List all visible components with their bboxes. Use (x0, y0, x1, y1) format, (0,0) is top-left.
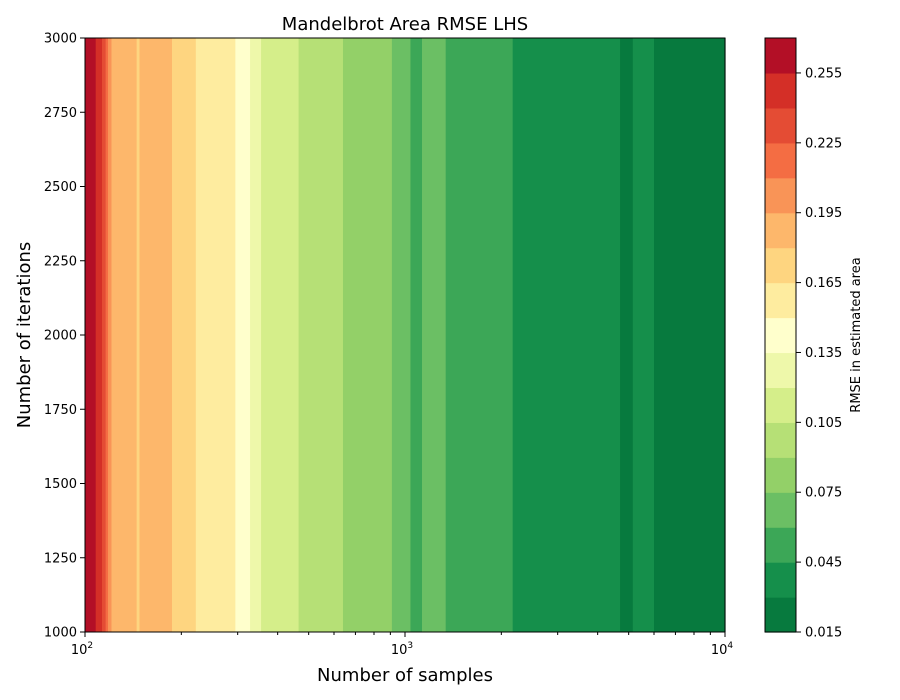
colorbar-tick-label: 0.195 (805, 206, 842, 221)
y-tick-label: 3000 (44, 32, 77, 47)
heatmap-band-13 (298, 38, 344, 632)
colorbar-tick-label: 0.105 (805, 416, 842, 431)
heatmap-band-22 (654, 38, 726, 632)
heatmap-band-16 (410, 38, 423, 632)
plot-area (85, 38, 726, 632)
colorbar-level-5 (765, 422, 796, 458)
y-tick-label: 1500 (44, 477, 77, 492)
heatmap-band-4 (108, 38, 113, 632)
y-tick-label: 1750 (44, 403, 77, 418)
heatmap-band-20 (620, 38, 634, 632)
colorbar-tick-label: 0.045 (805, 556, 842, 571)
colorbar-tick-label: 0.075 (805, 486, 842, 501)
colorbar-tick-label: 0.015 (805, 626, 842, 641)
heatmap-band-9 (195, 38, 236, 632)
colorbar-label: RMSE in estimated area (849, 257, 864, 412)
heatmap-band-12 (261, 38, 300, 632)
colorbar-level-0 (765, 597, 796, 633)
colorbar-level-15 (765, 72, 796, 109)
heatmap-band-21 (632, 38, 655, 632)
heatmap-band-18 (445, 38, 514, 632)
y-tick-label: 1000 (44, 626, 77, 641)
y-tick-label: 2000 (44, 329, 77, 344)
colorbar-level-13 (765, 142, 796, 179)
heatmap-band-0 (85, 38, 97, 632)
heatmap-band-5 (111, 38, 138, 632)
heatmap-band-3 (105, 38, 109, 632)
colorbar-tick-label: 0.165 (805, 276, 842, 291)
x-tick-label: 103 (391, 641, 413, 658)
x-tick-label: 104 (711, 641, 734, 658)
heatmap-band-8 (171, 38, 197, 632)
chart-title: Mandelbrot Area RMSE LHS (282, 14, 528, 35)
colorbar-level-7 (765, 352, 796, 389)
colorbar-level-11 (765, 212, 796, 249)
heatmap-band-19 (512, 38, 621, 632)
x-axis-label: Number of samples (317, 665, 493, 686)
colorbar-level-2 (765, 527, 796, 563)
heatmap-band-6 (136, 38, 141, 632)
colorbar-tick-label: 0.255 (805, 66, 842, 81)
heatmap-band-15 (391, 38, 412, 632)
heatmap-band-2 (101, 38, 107, 632)
colorbar-level-1 (765, 562, 796, 598)
heatmap-band-1 (95, 38, 103, 632)
y-tick-label: 2250 (44, 254, 77, 269)
heatmap-band-11 (250, 38, 262, 632)
colorbar-level-10 (765, 247, 796, 284)
y-tick-label: 2750 (44, 106, 77, 121)
heatmap-band-10 (235, 38, 251, 632)
colorbar-level-8 (765, 317, 796, 354)
colorbar-level-14 (765, 107, 796, 144)
y-tick-label: 1250 (44, 551, 77, 566)
heatmap-band-14 (342, 38, 393, 632)
heatmap-band-17 (421, 38, 447, 632)
colorbar-tick-label: 0.135 (805, 346, 842, 361)
colorbar-level-6 (765, 387, 796, 423)
colorbar-level-9 (765, 282, 796, 319)
colorbar-level-4 (765, 457, 796, 493)
colorbar-frame (764, 37, 797, 633)
colorbar-axis: 0.015 0.045 0.075 0.105 0.135 0.165 0.195 0.225… (796, 66, 842, 641)
colorbar (765, 38, 796, 633)
y-tick-label: 2500 (44, 180, 77, 195)
y-axis-label: Number of iterations (14, 242, 35, 429)
heatmap-band-7 (139, 38, 173, 632)
colorbar-level-16 (765, 38, 796, 74)
y-axis: 1000 1250 1500 1750 2000 2250 2500 2750 3000 (44, 32, 85, 641)
x-tick-label: 102 (71, 641, 93, 658)
colorbar-tick-label: 0.225 (805, 136, 842, 151)
x-axis: 102 103 104 (71, 632, 734, 658)
colorbar-level-12 (765, 177, 796, 214)
colorbar-level-3 (765, 492, 796, 528)
